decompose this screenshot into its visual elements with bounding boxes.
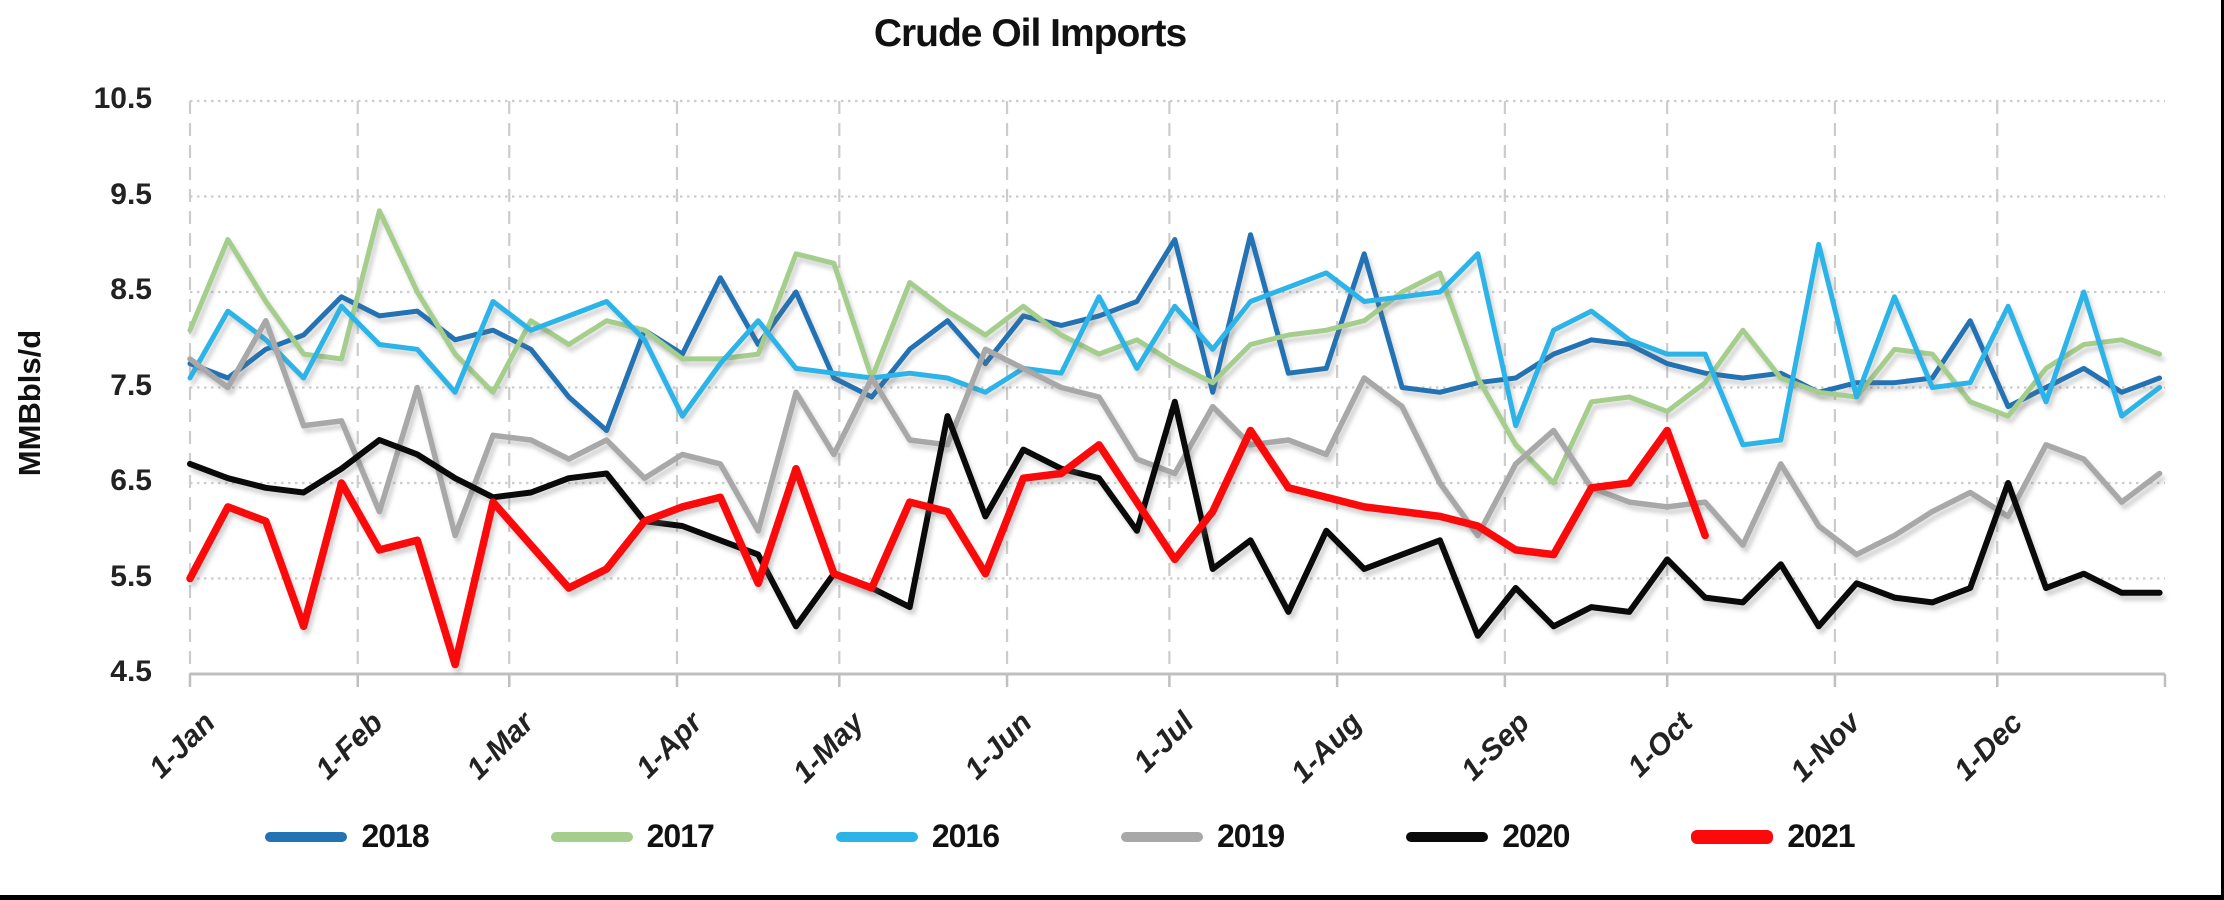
series-line-2021 [186,426,1709,669]
legend-item-2017: 2017 [550,818,715,855]
series-line-2016 [187,241,2163,448]
legend-swatch-2016 [835,831,918,842]
legend-item-2016: 2016 [835,818,1000,855]
legend-swatch-2021 [1691,829,1774,844]
y-tick-label: 8.5 [110,273,152,306]
legend-label: 2021 [1787,818,1855,854]
legend-swatch-2018 [265,831,348,842]
y-tick-label: 7.5 [110,368,152,402]
legend-swatch-2019 [1121,831,1203,842]
y-tick-label: 10.5 [93,82,152,115]
chart-legend: 2018 2017 2016 2019 2020 2021 [0,818,2120,855]
series-line-2020 [187,398,2163,639]
legend-label: 2017 [646,818,715,854]
screenshot-bottom-border [0,895,2224,900]
y-tick-label: 9.5 [110,177,152,211]
legend-label: 2020 [1502,818,1570,854]
legend-swatch-2017 [550,831,633,842]
screenshot-right-border [2221,0,2224,900]
legend-item-2021: 2021 [1691,818,1856,855]
chart-title: Crude Oil Imports [873,12,1187,55]
legend-item-2020: 2020 [1406,818,1570,855]
legend-label: 2016 [931,818,1000,854]
legend-item-2018: 2018 [265,818,430,855]
y-tick-label: 6.5 [110,464,152,497]
legend-label: 2018 [361,818,429,854]
legend-label: 2019 [1217,818,1285,854]
series-line-2019 [187,317,2163,558]
legend-item-2019: 2019 [1121,818,1285,855]
y-tick-label: 4.5 [110,655,152,688]
legend-swatch-2020 [1406,831,1489,842]
series-line-2017 [187,208,2163,486]
y-tick-label: 5.5 [110,559,152,593]
